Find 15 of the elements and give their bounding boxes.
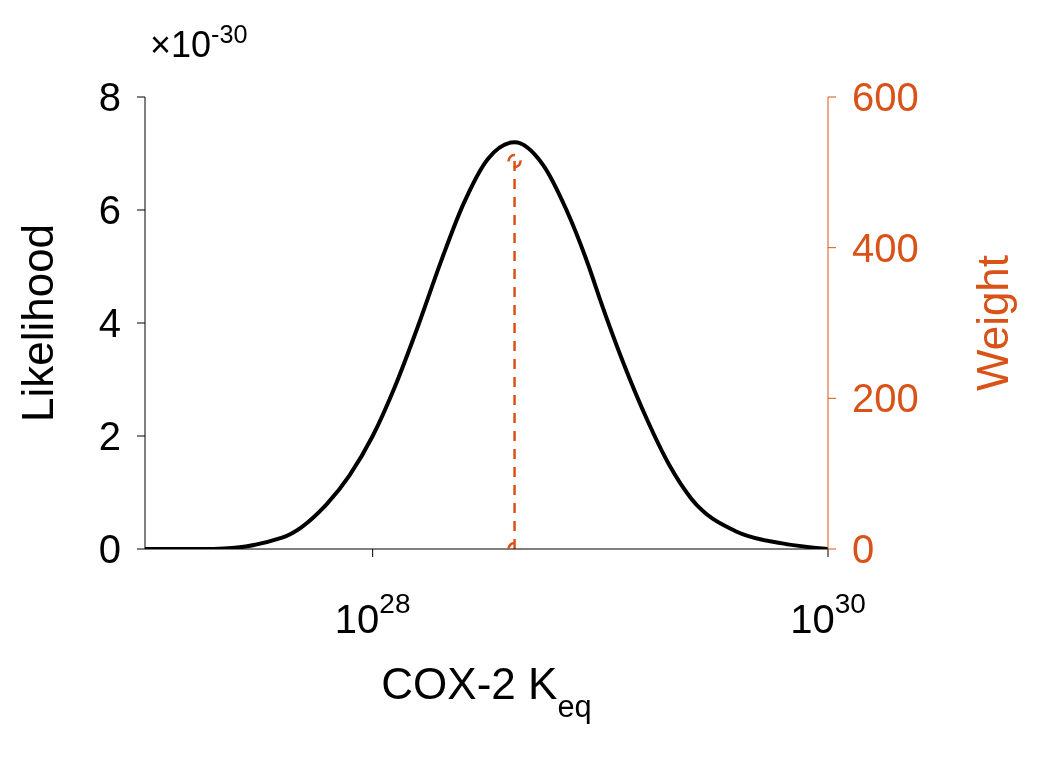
- y2-tick-label: 0: [852, 527, 875, 571]
- y2-tick-label: 200: [852, 376, 919, 421]
- y2-axis-title: Weight: [968, 254, 1017, 392]
- y2-tick-label: 400: [852, 225, 919, 270]
- y-axis-title: Likelihood: [13, 223, 62, 423]
- y-tick-label: 6: [98, 188, 121, 232]
- x-tick-label: 10$^{30}$: [790, 588, 866, 641]
- y-tick-label: 2: [98, 414, 121, 458]
- y2-tick-label: 600: [852, 75, 919, 119]
- y-tick-label: 0: [98, 527, 121, 571]
- y-tick-label: 4: [98, 301, 121, 345]
- x-axis-title: COX-2 K$_{eq}$: [381, 659, 592, 724]
- text: ×10$^{-30}$: [150, 20, 248, 65]
- x-tick-label: 10$^{28}$: [334, 588, 411, 641]
- y-tick-label: 8: [98, 75, 121, 119]
